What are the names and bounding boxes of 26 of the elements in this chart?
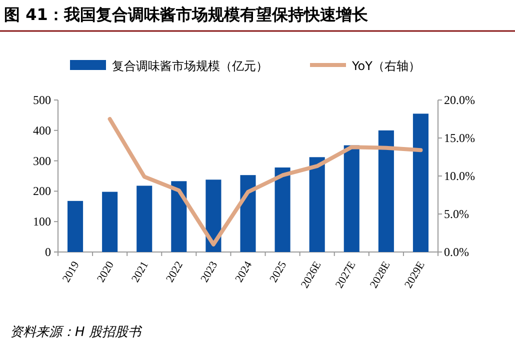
bar — [344, 145, 360, 252]
y-tick-label: 500 — [33, 93, 51, 107]
y-tick-label: 400 — [33, 123, 51, 138]
bar — [136, 186, 152, 252]
bar — [309, 157, 325, 252]
bar — [240, 175, 256, 252]
line-series — [108, 117, 423, 246]
bar — [412, 114, 428, 252]
y-tick-label: 100 — [33, 214, 51, 229]
bar — [102, 192, 118, 252]
legend-label: YoY（右轴） — [351, 59, 420, 73]
legend-label: 复合调味酱市场规模（亿元） — [112, 59, 268, 73]
y-tick-label: 300 — [33, 154, 51, 168]
y2-tick-label: 0.0% — [444, 245, 469, 259]
text: 资料来源：H 股招股书 — [10, 325, 143, 340]
y2-tick-label: 5.0% — [444, 207, 469, 221]
chart-title: 图 41：我国复合调味酱市场规模有望保持快速增长 — [4, 5, 369, 24]
bar — [171, 181, 187, 252]
y2-tick-label: 10.0% — [444, 169, 475, 183]
bar — [378, 130, 394, 252]
bar — [68, 200, 84, 252]
y2-tick-label: 20.0% — [444, 93, 475, 107]
bar — [274, 167, 290, 252]
y2-tick-label: 15.0% — [444, 131, 475, 145]
y-tick-label: 200 — [33, 184, 51, 198]
y-tick-label: 0 — [45, 245, 51, 259]
